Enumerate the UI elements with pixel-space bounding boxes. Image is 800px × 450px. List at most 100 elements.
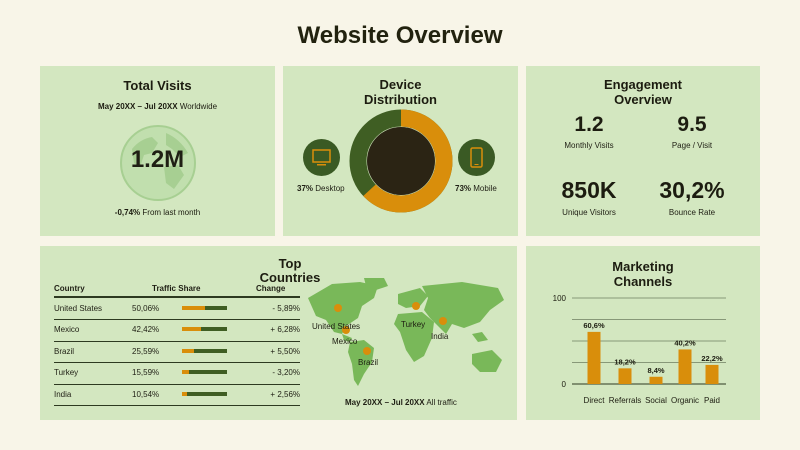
marker-brazil [363,347,371,355]
total-visits-title: Total Visits [123,78,192,93]
device-donut-chart [349,109,453,213]
y-tick-label: 100 [553,294,567,303]
metric-page-per-visit: 9.5 Page / Visit [637,113,747,150]
bar-value-label: 60,6% [583,321,605,330]
metric-monthly-visits: 1.2 Monthly Visits [534,113,644,150]
table-row: India 10,54% + 2,56% [54,384,300,405]
table-row: Mexico 42,42% + 6,28% [54,319,300,340]
row-country: Mexico [54,325,80,334]
metric-bounce-rate: 30,2% Bounce Rate [637,177,747,217]
engagement-overview-card: Engagement Overview 1.2 Monthly Visits 9… [526,66,760,236]
row-divider [54,319,300,320]
row-country: India [54,390,72,399]
bar-value-label: 22,2% [701,354,723,363]
marketing-channels-card: Marketing Channels 0 100 60,6% Direct 18,2% R… [526,246,760,420]
x-tick-label: Paid [704,396,720,405]
countries-footer-scope: All traffic [426,398,457,407]
donut-center [367,127,435,195]
table-row: Turkey 15,59% - 3,20% [54,362,300,383]
countries-title-line2: Countries [259,270,321,285]
marker-mexico [342,326,350,334]
x-tick-label: Direct [584,396,606,405]
total-visits-value: 1.2M [130,146,185,173]
map-label-india: India [431,332,449,341]
marker-turkey [412,302,420,310]
x-tick-label: Referrals [609,396,641,405]
traffic-share-bar [182,349,227,353]
bar-paid [705,364,719,384]
globe-icon [120,125,196,201]
map-label-mexico: Mexico [332,337,358,346]
row-change: - 3,20% [272,368,300,377]
row-share: 15,59% [132,368,160,377]
traffic-share-bar [182,306,227,310]
x-tick-label: Social [645,396,667,405]
row-country: Turkey [54,368,79,377]
greenland-shape [364,278,388,290]
total-visits-card: Total Visits May 20XX – Jul 20XX Worldwi… [40,66,275,236]
page-title: Website Overview [297,22,503,49]
y-tick-label: 0 [562,380,567,389]
table-row: Brazil 25,59% + 5,50% [54,341,300,362]
device-title-line2: Distribution [364,92,437,107]
bar-social [649,376,663,384]
row-change: - 5,89% [272,304,300,313]
bar-direct [587,331,601,384]
bar-value-label: 18,2% [614,357,636,366]
traffic-share-bar [182,370,227,374]
row-share: 10,54% [132,390,160,399]
total-visits-change-line: -0,74% From last month [40,208,275,217]
desktop-label: 37% Desktop [297,184,345,193]
row-divider [54,384,300,385]
traffic-share-bar [182,327,227,331]
traffic-share-fill [182,370,189,374]
traffic-share-fill [182,349,194,353]
map-label-united-states: United States [312,322,360,331]
metric-value: 9.5 [677,113,707,136]
metric-value: 30,2% [659,177,725,203]
header-country: Country [54,284,85,293]
table-row: United States 50,06% - 5,89% [54,298,300,319]
map-label-turkey: Turkey [401,320,425,329]
map-label-brazil: Brazil [358,358,378,367]
bar-organic [678,349,692,384]
total-visits-scope: Worldwide [179,102,218,111]
row-divider [54,362,300,363]
row-change: + 5,50% [270,347,300,356]
countries-footer: May 20XX – Jul 20XX All traffic [345,398,457,407]
desktop-icon [303,139,340,176]
metric-value: 850K [561,177,617,203]
marketing-title-line1: Marketing [612,259,674,274]
mobile-label: 73% Mobile [455,184,497,193]
mobile-text: Mobile [473,184,497,193]
australia-shape [472,350,502,372]
desktop-text: Desktop [315,184,345,193]
marketing-title-line2: Channels [613,274,673,289]
donut-mobile-segment [349,109,453,213]
traffic-share-bar [182,392,227,396]
total-visits-date-range: May 20XX – Jul 20XX [97,102,178,111]
traffic-share-fill [182,306,205,310]
indonesia-shape [472,332,488,342]
header-traffic-share: Traffic Share [152,284,201,293]
europe-shape [398,288,428,308]
row-country: United States [54,304,103,313]
row-share: 50,06% [132,304,160,313]
marker-united-states [334,304,342,312]
metric-label: Unique Visitors [562,208,616,217]
row-divider [54,341,300,342]
total-visits-subtitle: May 20XX – Jul 20XX Worldwide [40,102,275,111]
row-change: + 2,56% [270,390,300,399]
marker-india [439,317,447,325]
countries-footer-range: May 20XX – Jul 20XX [345,398,425,407]
device-title-line1: Device [379,77,422,92]
total-visits-change: -0,74% [114,208,141,217]
row-divider [54,405,300,406]
world-map: United States Mexico Brazil Turkey India [308,278,504,386]
mobile-percent: 73% [455,184,472,193]
countries-title-line1: Top [278,256,302,271]
metric-value: 1.2 [574,113,604,136]
traffic-share-fill [182,327,202,331]
map-markers [334,302,447,355]
bar-value-label: 40,2% [674,338,696,347]
